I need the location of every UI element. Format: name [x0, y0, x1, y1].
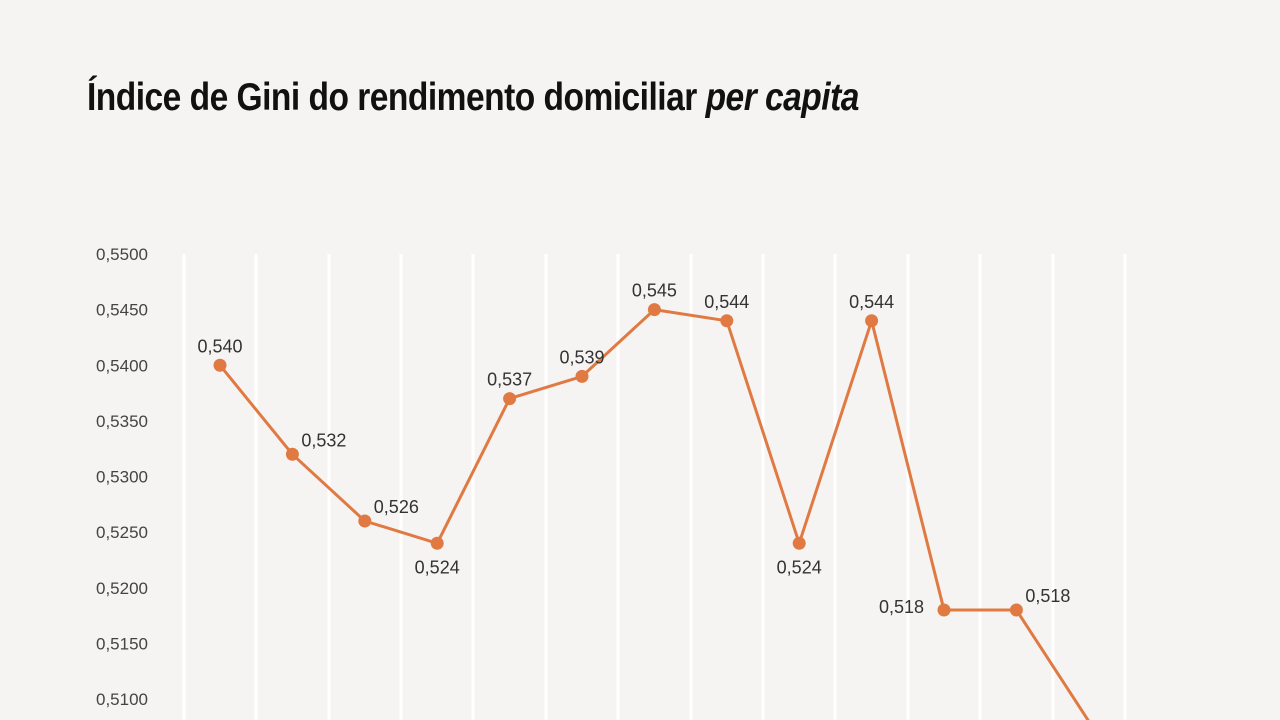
data-label: 0,537: [487, 370, 532, 390]
series-line-group: [218, 308, 1090, 720]
data-point: [1009, 603, 1023, 617]
y-tick-label: 0,5350: [96, 412, 148, 431]
data-labels: 0,540 0,532 0,526 0,524 0,537 0,539 0,545 0,544…: [197, 281, 1070, 617]
data-point: [285, 447, 299, 461]
y-tick-label: 0,5100: [96, 690, 148, 709]
data-point: [647, 303, 661, 317]
data-point: [720, 314, 734, 328]
data-label: 0,532: [301, 430, 346, 450]
y-tick-label: 0,5400: [96, 356, 148, 375]
y-axis-ticks: 0,5500 0,5450 0,5400 0,5350 0,5300 0,5250 0,52…: [96, 245, 148, 709]
data-label: 0,540: [197, 336, 242, 356]
data-points: [213, 303, 1023, 617]
data-point: [575, 369, 589, 383]
data-point: [865, 314, 879, 328]
data-label: 0,524: [777, 557, 822, 577]
data-point: [358, 514, 372, 528]
data-label: 0,539: [559, 347, 604, 367]
data-label: 0,518: [879, 597, 924, 617]
chart-title: Índice de Gini do rendimento domiciliar …: [87, 76, 859, 120]
y-tick-label: 0,5300: [96, 468, 148, 487]
grid-lines: [182, 254, 1127, 720]
data-point: [213, 358, 227, 372]
chart-title-main: Índice de Gini do rendimento domiciliar: [87, 76, 706, 119]
data-point: [937, 603, 951, 617]
series-line: [218, 308, 1090, 720]
y-tick-label: 0,5500: [96, 245, 148, 264]
data-label: 0,544: [849, 292, 894, 312]
y-tick-label: 0,5200: [96, 579, 148, 598]
y-tick-label: 0,5250: [96, 523, 148, 542]
data-label: 0,526: [374, 497, 419, 517]
data-point: [430, 536, 444, 550]
data-point: [503, 392, 517, 406]
data-label: 0,524: [415, 557, 460, 577]
data-point: [792, 536, 806, 550]
chart-title-italic: per capita: [705, 76, 860, 119]
y-tick-label: 0,5450: [96, 301, 148, 320]
data-label: 0,518: [1025, 586, 1070, 606]
data-label: 0,544: [704, 292, 749, 312]
data-label: 0,545: [632, 281, 677, 301]
y-tick-label: 0,5150: [96, 634, 148, 653]
